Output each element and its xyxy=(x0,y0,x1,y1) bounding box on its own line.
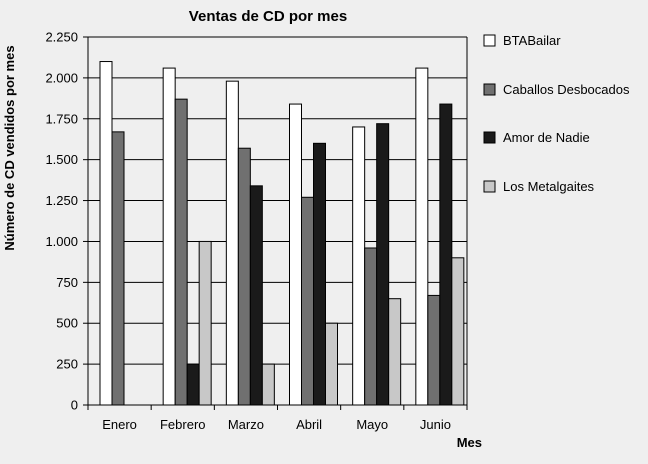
bar xyxy=(325,322,338,406)
y-tick-label: 500 xyxy=(56,316,78,331)
bar xyxy=(352,126,366,406)
bar xyxy=(237,147,251,406)
bar xyxy=(427,294,441,406)
bar xyxy=(289,103,302,406)
bar xyxy=(99,61,113,406)
grid xyxy=(88,36,467,365)
bar xyxy=(198,240,212,406)
legend-swatch xyxy=(483,131,496,144)
axes xyxy=(83,36,468,410)
y-tick-label: 750 xyxy=(56,275,78,290)
y-tick-label: 250 xyxy=(56,357,78,372)
bar xyxy=(301,196,314,406)
legend-swatch xyxy=(483,34,496,47)
y-axis-label: Número de CD vendidos por mes xyxy=(2,45,17,250)
x-tick-label: Junio xyxy=(420,417,451,432)
bar xyxy=(313,142,326,406)
x-tick-label: Enero xyxy=(102,417,137,432)
y-tick-label: 1.750 xyxy=(45,111,78,126)
legend-swatch xyxy=(483,83,496,96)
bars xyxy=(99,61,465,406)
bar xyxy=(174,98,188,406)
x-tick-label: Abril xyxy=(296,417,322,432)
bar xyxy=(111,131,125,406)
x-tick-label: Febrero xyxy=(160,417,206,432)
legend: BTABailar Caballos Desbocados Amor de Nadi… xyxy=(483,33,630,194)
bar xyxy=(261,363,275,406)
legend-label: BTABailar xyxy=(503,33,561,48)
y-tick-label: 2.000 xyxy=(45,70,78,85)
legend-label: Caballos Desbocados xyxy=(503,82,630,97)
bar xyxy=(186,363,200,406)
x-tick-labels: Enero Febrero Marzo Abril Mayo Junio xyxy=(102,417,451,432)
bar xyxy=(249,185,263,406)
y-tick-label: 1.500 xyxy=(45,152,78,167)
bar xyxy=(225,80,239,406)
legend-label: Amor de Nadie xyxy=(503,130,590,145)
bar xyxy=(439,103,453,406)
x-axis-label: Mes xyxy=(457,435,482,450)
bar xyxy=(162,67,176,406)
x-tick-label: Marzo xyxy=(228,417,264,432)
y-tick-label: 0 xyxy=(71,398,78,413)
bar xyxy=(388,298,402,406)
legend-swatch xyxy=(483,180,496,193)
y-tick-labels: 0 250 500 750 1.000 1.250 1.500 1.750 2.000 2.250 xyxy=(45,30,78,413)
bar xyxy=(364,247,378,406)
bar xyxy=(451,257,465,406)
y-tick-label: 2.250 xyxy=(45,30,78,45)
x-tick-label: Mayo xyxy=(356,417,388,432)
chart-title: Ventas de CD por mes xyxy=(189,8,347,25)
bar xyxy=(376,123,390,406)
y-tick-label: 1.250 xyxy=(45,193,78,208)
y-tick-label: 1.000 xyxy=(45,234,78,249)
bar xyxy=(415,67,429,406)
legend-label: Los Metalgaites xyxy=(503,179,595,194)
